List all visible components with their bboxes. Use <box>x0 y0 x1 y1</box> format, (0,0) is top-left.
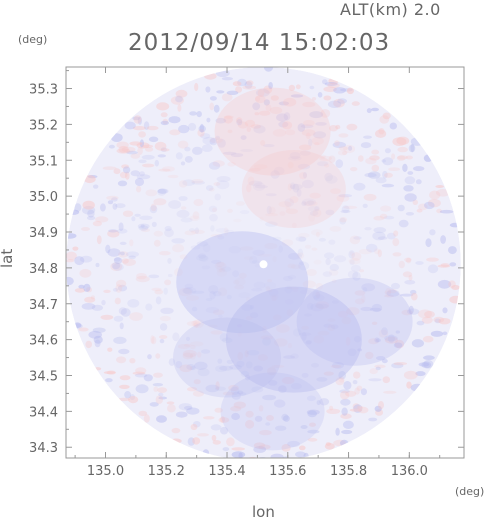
altitude-label: ALT(km) 2.0 <box>340 0 441 19</box>
field-region <box>225 286 362 393</box>
y-tick-label: 35.1 <box>29 154 58 169</box>
y-tick-label: 34.7 <box>29 298 58 313</box>
y-tick-label: 34.3 <box>29 441 58 456</box>
x-axis-title: lon <box>252 503 275 521</box>
y-tick-label: 35.3 <box>29 83 58 98</box>
y-tick-label: 34.9 <box>29 226 58 241</box>
y-tick-label: 35.0 <box>29 190 58 205</box>
x-tick-label: 135.8 <box>330 464 367 479</box>
field-region <box>176 231 309 334</box>
y-tick-label: 34.5 <box>29 369 58 384</box>
y-unit-label: (deg) <box>18 33 48 46</box>
y-tick-label: 34.4 <box>29 405 58 420</box>
speckle-texture <box>66 67 461 458</box>
x-unit-label: (deg) <box>455 485 485 498</box>
field-region <box>296 277 413 366</box>
x-tick-label: 136.0 <box>391 464 428 479</box>
x-tick-label: 135.4 <box>208 464 245 479</box>
x-tick-label: 135.2 <box>148 464 185 479</box>
y-tick-label: 35.2 <box>29 118 58 133</box>
radar-site-marker <box>259 260 268 269</box>
field-region <box>220 372 325 451</box>
plot-frame <box>65 66 465 459</box>
x-tick-label: 135.0 <box>87 464 124 479</box>
y-axis-title: lat <box>0 248 16 268</box>
x-tick-label: 135.6 <box>269 464 306 479</box>
field-region <box>214 87 331 176</box>
y-tick-label: 34.8 <box>29 262 58 277</box>
field-region <box>173 317 282 398</box>
field-region <box>241 149 346 228</box>
axis-ticks: 135.0 135.2 135.4 135.6 135.8 136.0 34.3 34.4 34… <box>29 67 464 479</box>
radar-disk <box>66 67 461 458</box>
timestamp-title: 2012/09/14 15:02:03 <box>128 30 391 56</box>
y-tick-label: 34.6 <box>29 334 58 349</box>
